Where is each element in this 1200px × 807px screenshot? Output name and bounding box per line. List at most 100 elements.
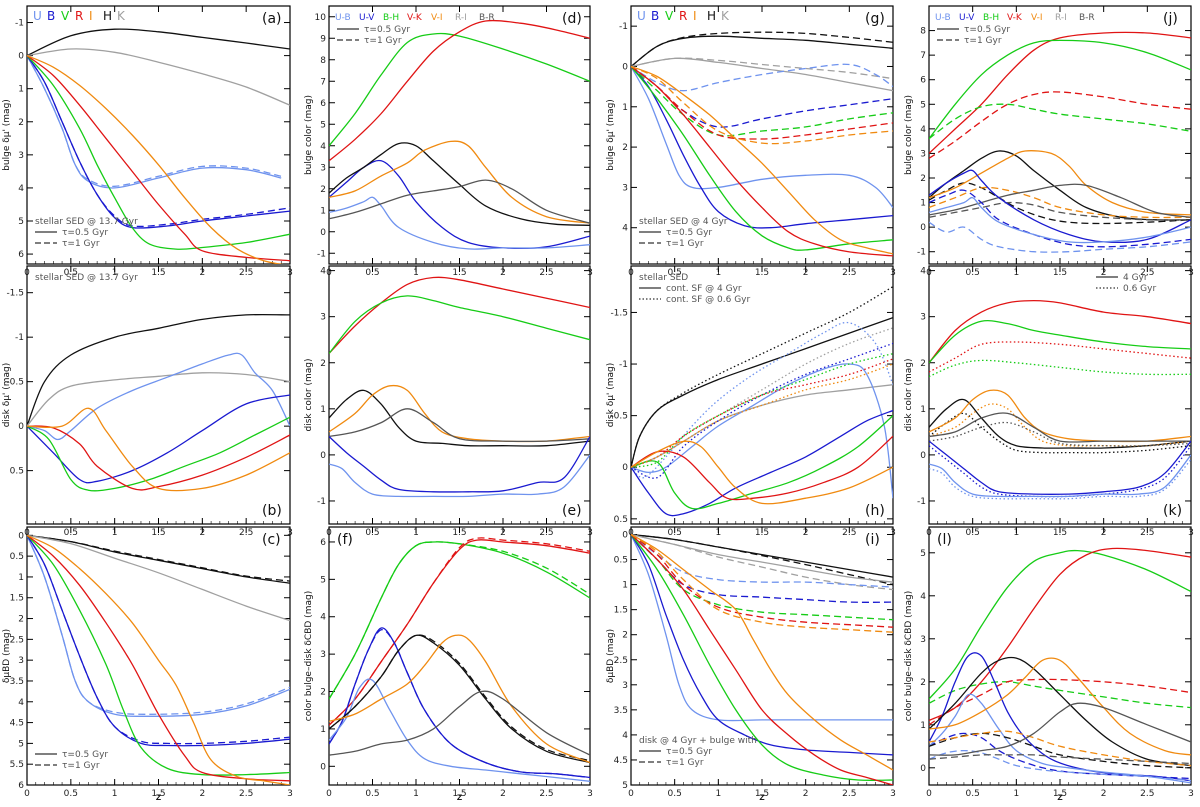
legend-band-V-I: V-I — [431, 13, 443, 23]
legend-band-I: I — [89, 9, 93, 23]
series-B-solid — [631, 534, 893, 756]
y-tick-label: 3 — [622, 183, 628, 193]
y-tick-label: 0.5 — [10, 552, 24, 562]
series-V-dotted — [631, 353, 893, 468]
series-H-dotted — [631, 286, 893, 468]
x-axis-label: z — [457, 792, 462, 803]
x-tick-label: 0.5 — [668, 268, 682, 278]
series-R-dashed — [631, 533, 893, 628]
panel-label: (b) — [262, 503, 282, 519]
axes-frame — [26, 526, 291, 786]
series-U-solid — [631, 534, 893, 722]
y-tick-label: 2 — [320, 688, 326, 698]
y-axis-label: color bulge–disk δCBD (mag) — [304, 591, 314, 721]
x-tick-label: 0 — [926, 789, 932, 799]
series-B-H-solid — [329, 295, 590, 354]
y-axis-label: disk color (mag) — [904, 358, 914, 431]
series-I-dotted — [631, 363, 893, 468]
series-B-R-dotted — [929, 421, 1191, 447]
series-U-B-solid — [929, 693, 1191, 784]
y-axis-label: bulge δμ' (mag) — [2, 99, 12, 171]
legend-band-R: R — [679, 9, 687, 23]
y-tick-label: 2 — [920, 174, 926, 184]
panel-c: 0 0.5 1 1.5 2 2.5 3 0 0.5 1 1.5 2 2.5 3 3.5 4 4.5 5 5.5 6 δμ… — [2, 526, 293, 803]
series-I-dashed — [631, 533, 893, 633]
series-U-B-solid — [329, 678, 590, 782]
x-axis-label: z — [457, 792, 462, 803]
series-V-I-solid — [929, 389, 1191, 443]
series-V-K-dotted — [929, 341, 1191, 373]
x-tick-label: 2.5 — [239, 268, 253, 278]
y-tick-label: -1.5 — [610, 308, 628, 318]
legend-band-K: K — [117, 9, 126, 23]
y-tick-label: 3 — [320, 163, 326, 173]
y-tick-label: -1 — [317, 497, 326, 507]
series-V-K-dashed — [929, 678, 1191, 726]
panel-a: 0 0.5 1 1.5 2 2.5 3 -1 0 1 2 3 4 5 6 bulge δμ' (mag) z (a… — [2, 5, 293, 803]
y-tick-label: 0.5 — [614, 515, 628, 525]
x-tick-label: 1 — [1013, 789, 1019, 799]
y-tick-label: 5 — [320, 575, 326, 585]
x-tick-label: 2 — [199, 789, 205, 799]
x-tick-label: 1.5 — [755, 268, 769, 278]
x-tick-label: 0.5 — [64, 789, 78, 799]
y-tick-label: -0.5 — [610, 412, 628, 422]
series-H-dashed — [329, 634, 590, 762]
legend-text: τ=0.5 Gyr — [62, 228, 108, 238]
y-tick-label: 4 — [920, 125, 926, 135]
series-B-R-solid — [329, 179, 590, 224]
series-B-H-dotted — [929, 359, 1191, 378]
series-B-dashed — [27, 534, 290, 745]
panel-label: (c) — [262, 532, 281, 548]
y-tick-label: 3 — [920, 313, 926, 323]
x-tick-label: 1 — [112, 789, 118, 799]
y-tick-label: 0 — [622, 531, 628, 541]
legend-band-B-H: B-H — [983, 13, 999, 23]
series-H-dotted — [929, 412, 1191, 454]
series-H-solid — [27, 28, 290, 57]
series-K-dashed — [631, 57, 893, 80]
series-B-H-dashed — [329, 541, 590, 700]
series-group — [929, 31, 1191, 253]
series-V-K-solid — [929, 31, 1191, 154]
series-B-R-solid — [929, 183, 1191, 218]
y-tick-label: 5 — [622, 781, 628, 791]
panel-b: 0 0.5 1 1.5 2 2.5 3 -1.5 -1 -0.5 0 0.5 disk δμ' (mag… — [2, 265, 293, 803]
series-U-solid — [27, 535, 290, 717]
x-axis-label: z — [457, 792, 462, 803]
legend-band-V-K: V-K — [407, 13, 423, 23]
y-tick-label: 0 — [18, 422, 24, 432]
legend-band-R-I: R-I — [1055, 13, 1067, 23]
y-tick-label: 5.5 — [10, 760, 24, 770]
x-tick-label: 2.5 — [539, 268, 553, 278]
y-tick-label: 2.5 — [10, 635, 24, 645]
x-tick-label: 1.5 — [452, 789, 466, 799]
x-tick-label: 2.5 — [239, 789, 253, 799]
x-tick-label: 3 — [587, 789, 593, 799]
x-tick-label: 1.5 — [151, 268, 165, 278]
y-tick-label: 2 — [622, 631, 628, 641]
x-tick-label: 0 — [24, 789, 30, 799]
y-tick-label: 4 — [320, 267, 326, 277]
series-U-B-solid — [929, 454, 1191, 498]
y-tick-label: 10 — [315, 13, 327, 23]
series-U-B-dashed — [929, 221, 1191, 253]
x-tick-label: 3 — [287, 789, 293, 799]
legend-band-V-I: V-I — [1031, 13, 1043, 23]
y-tick-label: -1 — [917, 248, 926, 258]
annotation-text: stellar SED — [639, 273, 688, 283]
legend-text: τ=0.5 Gyr — [666, 228, 712, 238]
annotation-text: stellar SED @ 13.7 Gyr — [35, 217, 138, 227]
y-tick-label: 5 — [18, 739, 24, 749]
x-tick-label: 0.5 — [966, 789, 980, 799]
legend-band-H: H — [103, 9, 112, 23]
y-tick-label: 4 — [320, 142, 326, 152]
y-tick-label: 1 — [320, 206, 326, 216]
series-H-solid — [329, 142, 590, 226]
x-axis-label: z — [156, 792, 161, 803]
y-axis-label: δμBD (mag) — [606, 629, 616, 683]
series-B-R-solid — [929, 412, 1191, 443]
axes-frame — [26, 265, 291, 525]
y-tick-label: 2 — [920, 678, 926, 688]
legend-band-B: B — [47, 9, 55, 23]
